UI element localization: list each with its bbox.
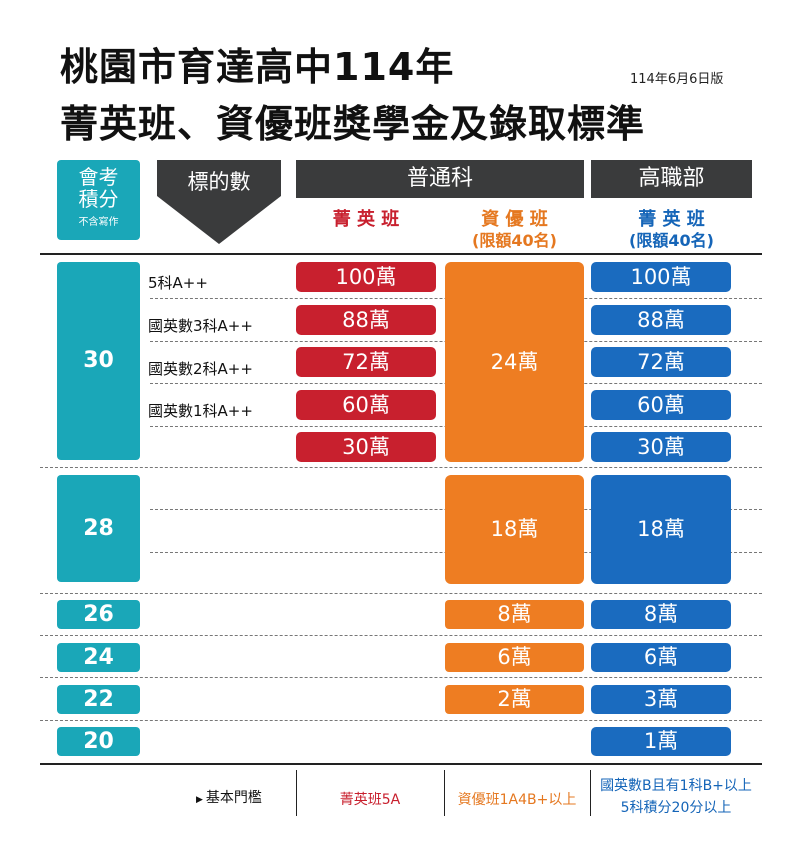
threshold-row-label: ▶ 基本門檻 [196,787,262,807]
gifted-amount-28: 18萬 [445,475,584,584]
section-divider [40,677,762,678]
target-2-subjects: 國英數2科A++ [148,360,253,378]
section-divider [40,467,762,468]
score-22: 22 [57,685,140,714]
score-20: 20 [57,727,140,756]
score-26: 26 [57,600,140,629]
voc-amount-5a: 100萬 [591,262,731,292]
footer-column-divider [590,770,591,816]
gifted-amount-30: 24萬 [445,262,584,462]
voc-elite-class-quota: (限額40名) [629,231,714,250]
score-30: 30 [57,262,140,460]
target-3-subjects: 國英數3科A++ [148,317,253,335]
vocational-dept-header: 高職部 [591,160,752,198]
voc-amount-1a: 60萬 [591,390,731,420]
gifted-amount-24: 6萬 [445,643,584,672]
target-header-arrow [157,160,281,244]
title-line-1: 桃園市育達高中114年 [60,45,455,89]
section-divider [40,635,762,636]
voc-elite-class-label: 菁 英 班 [638,209,705,230]
target-1-subject: 國英數1科A++ [148,402,253,420]
general-dept-header: 普通科 [296,160,584,198]
target-5-subjects: 5科A++ [148,274,208,292]
score-note: 不含寫作 [78,217,119,228]
triangle-marker-icon: ▶ [196,795,203,805]
elite-threshold: 菁英班5A [339,792,401,808]
elite-class-label: 菁 英 班 [332,209,400,230]
score-label-2: 積分 [78,187,119,211]
footer-column-divider [444,770,445,816]
title-line-2: 菁英班、資優班獎學金及錄取標準 [60,102,646,146]
score-28: 28 [57,475,140,582]
section-divider [40,593,762,594]
footer-divider [40,763,762,765]
voc-threshold-2: 5科積分20分以上 [620,800,732,816]
voc-amount-3a: 88萬 [591,305,731,335]
score-24: 24 [57,643,140,672]
gifted-amount-22: 2萬 [445,685,584,714]
voc-amount-base: 30萬 [591,432,731,462]
elite-amount-base: 30萬 [296,432,436,462]
score-label-1: 會考 [78,165,119,189]
elite-amount-1a: 60萬 [296,390,436,420]
version-date: 114年6月6日版 [630,72,724,87]
elite-amount-2a: 72萬 [296,347,436,377]
gifted-threshold: 資優班1A4B+以上 [457,792,577,808]
gifted-class-label: 資 優 班 [481,209,548,230]
score-header: 會考 積分 不含寫作 [57,160,140,240]
voc-amount-24: 6萬 [591,643,731,672]
footer-column-divider [296,770,297,816]
voc-amount-26: 8萬 [591,600,731,629]
voc-threshold-1: 國英數B且有1科B+以上 [600,778,752,794]
voc-amount-2a: 72萬 [591,347,731,377]
voc-amount-22: 3萬 [591,685,731,714]
voc-amount-20: 1萬 [591,727,731,756]
section-divider [40,720,762,721]
threshold-label: 基本門檻 [205,790,262,806]
elite-amount-5a: 100萬 [296,262,436,292]
voc-amount-28: 18萬 [591,475,731,584]
elite-amount-3a: 88萬 [296,305,436,335]
target-label: 標的數 [187,170,251,194]
gifted-class-quota: (限額40名) [472,231,557,250]
gifted-amount-26: 8萬 [445,600,584,629]
header-divider [40,253,762,255]
